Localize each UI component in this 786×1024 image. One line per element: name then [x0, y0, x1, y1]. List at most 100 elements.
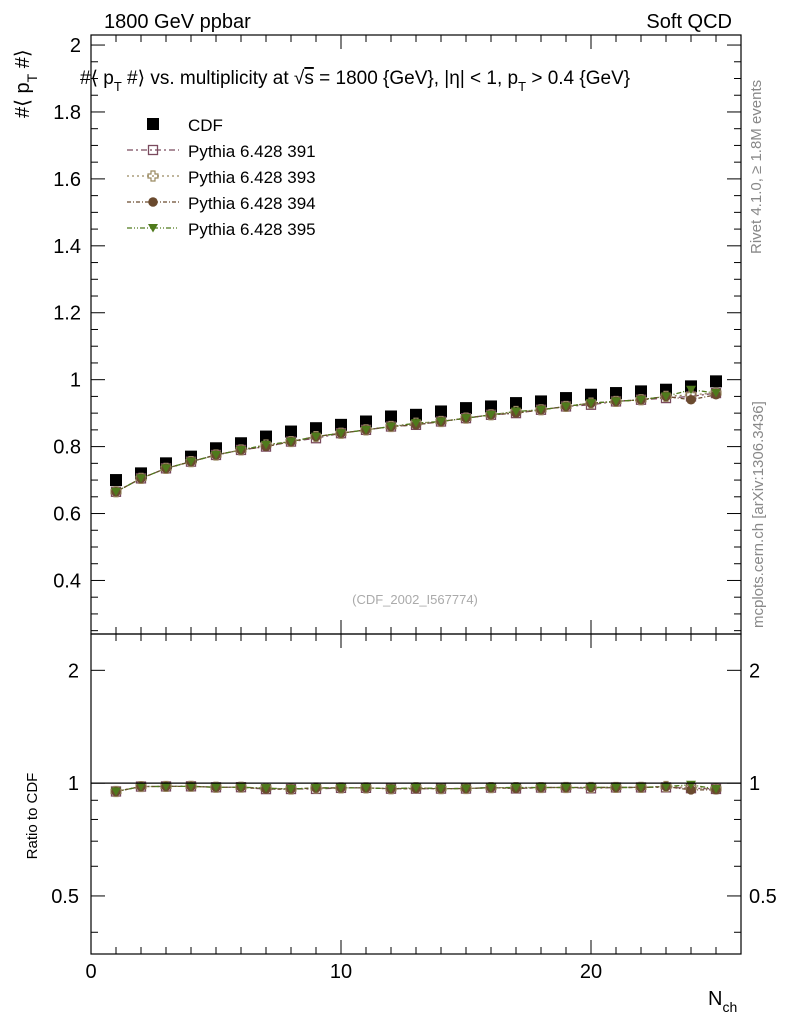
ratio-point [636, 783, 646, 792]
legend: CDF Pythia 6.428 391 Pythia 6.428 393 Pythi… [127, 116, 316, 239]
main-data-marks [110, 375, 722, 498]
header-right: Soft QCD [646, 11, 732, 33]
cdf-point [260, 430, 272, 443]
cdf-point [410, 408, 422, 421]
legend-marker [148, 224, 158, 233]
ratio-point [386, 784, 396, 794]
series-line [115, 389, 717, 493]
legend-marker [148, 197, 158, 207]
legend-label-cdf: CDF [188, 116, 223, 135]
ratio-point [486, 783, 496, 793]
ratio-point [686, 785, 696, 795]
ratio-point [261, 784, 271, 793]
ratio-y-tick-label-right: 0.5 [749, 886, 777, 908]
cdf-point [485, 400, 497, 413]
x-tick-label: 10 [330, 961, 352, 983]
legend-marker [147, 144, 159, 156]
ratio-point [211, 783, 221, 792]
ratio-point [661, 782, 671, 792]
y-tick-label: 1.4 [53, 236, 81, 258]
cdf-point [310, 422, 322, 435]
series-point [361, 425, 371, 435]
ratio-data-marks [110, 780, 722, 798]
series-point [536, 405, 546, 415]
legend-label: Pythia 6.428 391 [188, 142, 316, 161]
analysis-watermark: (CDF_2002_I567774) [352, 592, 478, 607]
ratio-point [436, 784, 446, 794]
ratio-point [711, 784, 721, 794]
header-left: 1800 GeV ppbar [104, 11, 251, 33]
ratio-point [161, 782, 171, 791]
y-tick-label: 1 [70, 370, 81, 392]
ratio-y-axis-label: Ratio to CDF [24, 773, 41, 860]
ratio-axis-ticks: 0 10 20 0.5 0.5 1 1 2 2 [51, 634, 777, 983]
legend-marker-cdf [147, 118, 159, 130]
series-line [115, 392, 717, 493]
cdf-point [560, 392, 572, 405]
y-tick-label: 0.4 [53, 570, 81, 592]
y-tick-label: 1.6 [53, 169, 81, 191]
y-tick-label: 1.2 [53, 303, 81, 325]
legend-label: Pythia 6.428 393 [188, 168, 316, 187]
ratio-point [536, 783, 546, 793]
y-tick-label: 0.6 [53, 504, 81, 526]
series-point [636, 395, 646, 405]
chart-title: #⟨ pT #⟩ vs. multiplicity at √s = 1800 {… [80, 68, 630, 94]
series-point [461, 414, 471, 423]
x-axis-label: Nch [708, 988, 737, 1015]
series-point [161, 464, 171, 473]
legend-label: Pythia 6.428 394 [188, 194, 316, 213]
ratio-point [586, 783, 596, 792]
series-point [336, 429, 346, 438]
series-point [561, 402, 571, 411]
series-point [261, 440, 271, 450]
ratio-y-tick-label-right: 1 [749, 773, 760, 795]
series-point [511, 407, 521, 416]
ratio-y-tick-label: 0.5 [51, 886, 79, 908]
cdf-point [435, 405, 447, 418]
series-point [311, 432, 321, 442]
cdf-point [110, 474, 122, 487]
series-point [711, 389, 721, 398]
series-point [486, 410, 496, 420]
series-point [411, 419, 421, 428]
cdf-point [335, 418, 347, 431]
ratio-y-tick-label: 2 [68, 660, 79, 682]
ratio-y-tick-label: 1 [68, 773, 79, 795]
series-point [686, 395, 696, 405]
series-point [186, 457, 196, 467]
ratio-point [311, 783, 321, 793]
cdf-point [585, 388, 597, 401]
ratio-point [611, 783, 621, 792]
cdf-point [535, 395, 547, 408]
series-point [436, 417, 446, 427]
ratio-point [186, 782, 196, 791]
series-point [661, 392, 671, 401]
series-point [211, 450, 221, 460]
series-point [686, 385, 696, 395]
cdf-point [710, 375, 722, 388]
ratio-point [361, 783, 371, 793]
ratio-y-tick-label-right: 2 [749, 660, 760, 682]
ratio-point [561, 783, 571, 792]
ratio-point [286, 785, 296, 794]
legend-label: Pythia 6.428 395 [188, 220, 316, 239]
series-point [286, 437, 296, 447]
series-point [586, 399, 596, 408]
y-tick-label: 1.8 [53, 102, 81, 124]
series-point [111, 487, 121, 497]
cdf-point [635, 385, 647, 398]
cdf-point [285, 425, 297, 438]
y-tick-label: 2 [70, 35, 81, 57]
cdf-point [460, 402, 472, 415]
legend-marker [147, 170, 159, 182]
cdf-point [385, 410, 397, 423]
cdf-point [360, 415, 372, 428]
x-tick-label: 20 [580, 961, 602, 983]
ratio-point [461, 784, 471, 794]
ratio-point [511, 783, 521, 793]
x-tick-label: 0 [85, 961, 96, 983]
series-point [236, 445, 246, 455]
ratio-point [136, 782, 146, 792]
